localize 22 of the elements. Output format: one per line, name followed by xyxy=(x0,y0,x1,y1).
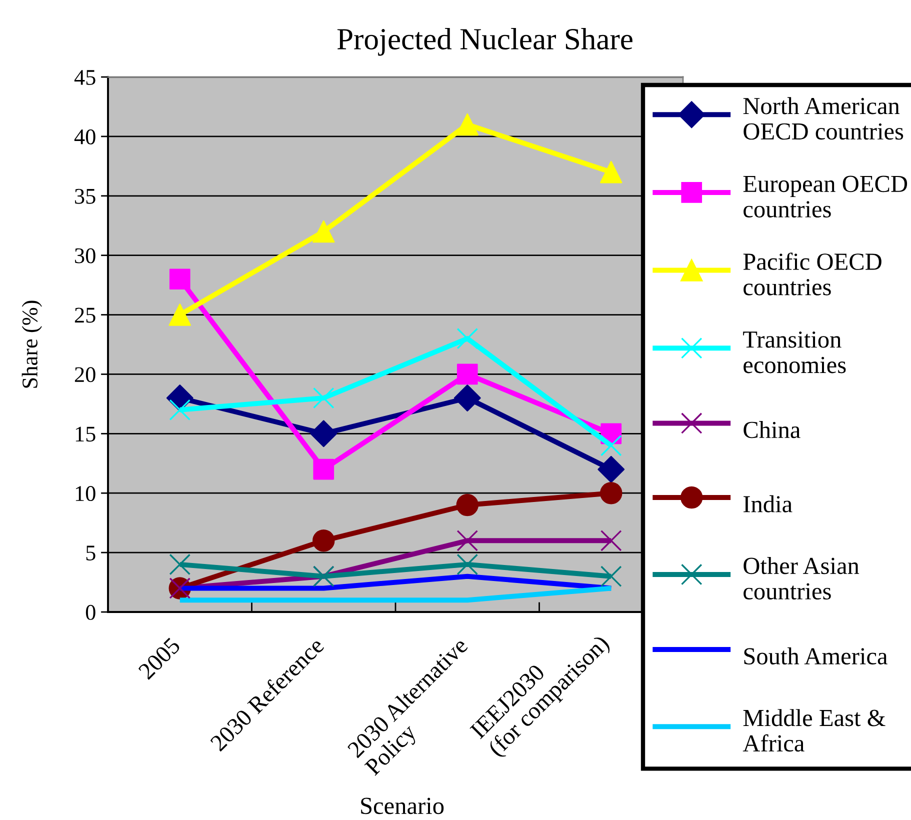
x-axis-title: Scenario xyxy=(361,798,444,814)
y-tick-label: 45 xyxy=(74,70,96,85)
legend-label: Transition economies xyxy=(743,331,846,374)
legend-label: India xyxy=(744,495,792,512)
legend-label: European OECD countries xyxy=(743,176,908,218)
legend-label: China xyxy=(744,421,800,438)
y-tick-label: 35 xyxy=(75,188,96,204)
y-tick-label: 40 xyxy=(74,129,96,144)
legend-label: Other Asian countries xyxy=(744,557,860,600)
legend-label: Middle East & Africa xyxy=(742,709,886,752)
chart-title: Projected Nuclear Share xyxy=(337,28,632,56)
y-tick-label: 0 xyxy=(86,604,96,620)
y-tick-label: 10 xyxy=(76,486,96,502)
y-axis-title: Share (%) xyxy=(22,300,42,388)
legend-label: South America xyxy=(744,647,888,665)
y-tick-label: 20 xyxy=(74,367,96,382)
legend-label: Pacific OECD countries xyxy=(743,252,882,296)
y-tick-label: 30 xyxy=(75,248,96,264)
y-tick-label: 15 xyxy=(76,426,96,442)
y-tick-label: 5 xyxy=(86,546,96,560)
y-tick-label: 25 xyxy=(74,308,96,323)
legend-label: North American OECD countries xyxy=(743,97,904,140)
